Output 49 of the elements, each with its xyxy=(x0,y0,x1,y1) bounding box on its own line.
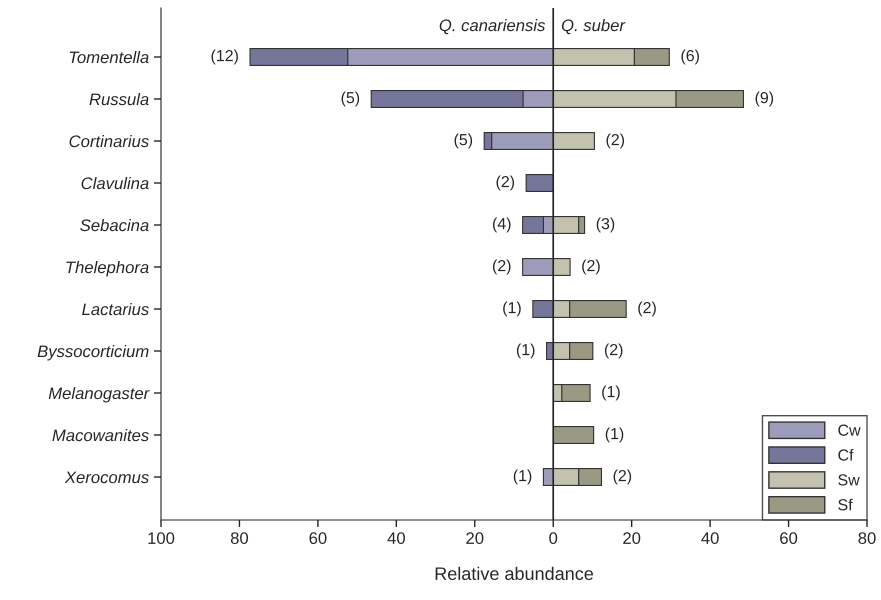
x-tick-label: 0 xyxy=(549,532,558,544)
x-tick-label: 60 xyxy=(780,532,798,544)
annotation: (2) xyxy=(614,470,632,484)
annotation: (1) xyxy=(514,470,532,484)
annotation: (2) xyxy=(496,176,514,190)
y-tick-label: Xerocomus xyxy=(64,472,149,484)
annotation: Q. canariensis xyxy=(440,18,546,34)
annotation: (1) xyxy=(516,344,534,358)
bar xyxy=(552,426,594,444)
x-tick-label: 20 xyxy=(466,532,484,544)
x-tick-label: 60 xyxy=(309,532,327,544)
y-tick-label: Byssocorticium xyxy=(38,344,148,360)
x-tick-label: 40 xyxy=(387,532,405,544)
annotation: (1) xyxy=(602,386,620,400)
annotation: (6) xyxy=(681,50,699,64)
y-tick-label: Russula xyxy=(89,92,149,106)
annotation: (2) xyxy=(492,260,511,274)
legend-label: Cw xyxy=(838,424,861,436)
annotation: (3) xyxy=(596,218,614,232)
y-tick-label: Sebacina xyxy=(80,218,149,232)
x-tick-label: 80 xyxy=(858,532,876,544)
annotation: (1) xyxy=(606,428,624,442)
annotation: (5) xyxy=(454,134,472,148)
annotation: (1) xyxy=(503,302,521,316)
x-tick-label: 20 xyxy=(623,532,640,544)
annotation: (2) xyxy=(604,344,622,358)
annotation: (12) xyxy=(212,50,238,64)
y-tick-label: Clavulina xyxy=(82,176,149,190)
y-tick-label: Cortinarius xyxy=(70,134,149,148)
legend-label: Sw xyxy=(838,474,860,486)
y-tick-label: Thelephora xyxy=(66,260,149,276)
x-tick-label: 100 xyxy=(148,532,174,544)
x-tick-label: 80 xyxy=(230,532,248,544)
annotation: (2) xyxy=(638,302,656,316)
y-tick-label: Melanogaster xyxy=(48,386,150,402)
legend-label: Cf xyxy=(838,448,854,461)
annotation: (2) xyxy=(582,260,600,274)
bar xyxy=(526,174,554,192)
x-tick-label: 40 xyxy=(701,532,719,544)
y-tick-label: Tomentella xyxy=(70,50,149,64)
annotation: (2) xyxy=(606,134,624,148)
y-tick-label: Lactarius xyxy=(82,302,149,316)
annotation: (4) xyxy=(492,218,511,232)
annotation: (5) xyxy=(342,92,360,106)
annotation: Q. suber xyxy=(562,18,626,34)
annotation: (9) xyxy=(756,92,774,106)
x-axis-title: Relative abundance xyxy=(436,566,594,580)
legend-label: Sf xyxy=(838,498,853,510)
y-tick-label: Macowanites xyxy=(52,428,149,442)
